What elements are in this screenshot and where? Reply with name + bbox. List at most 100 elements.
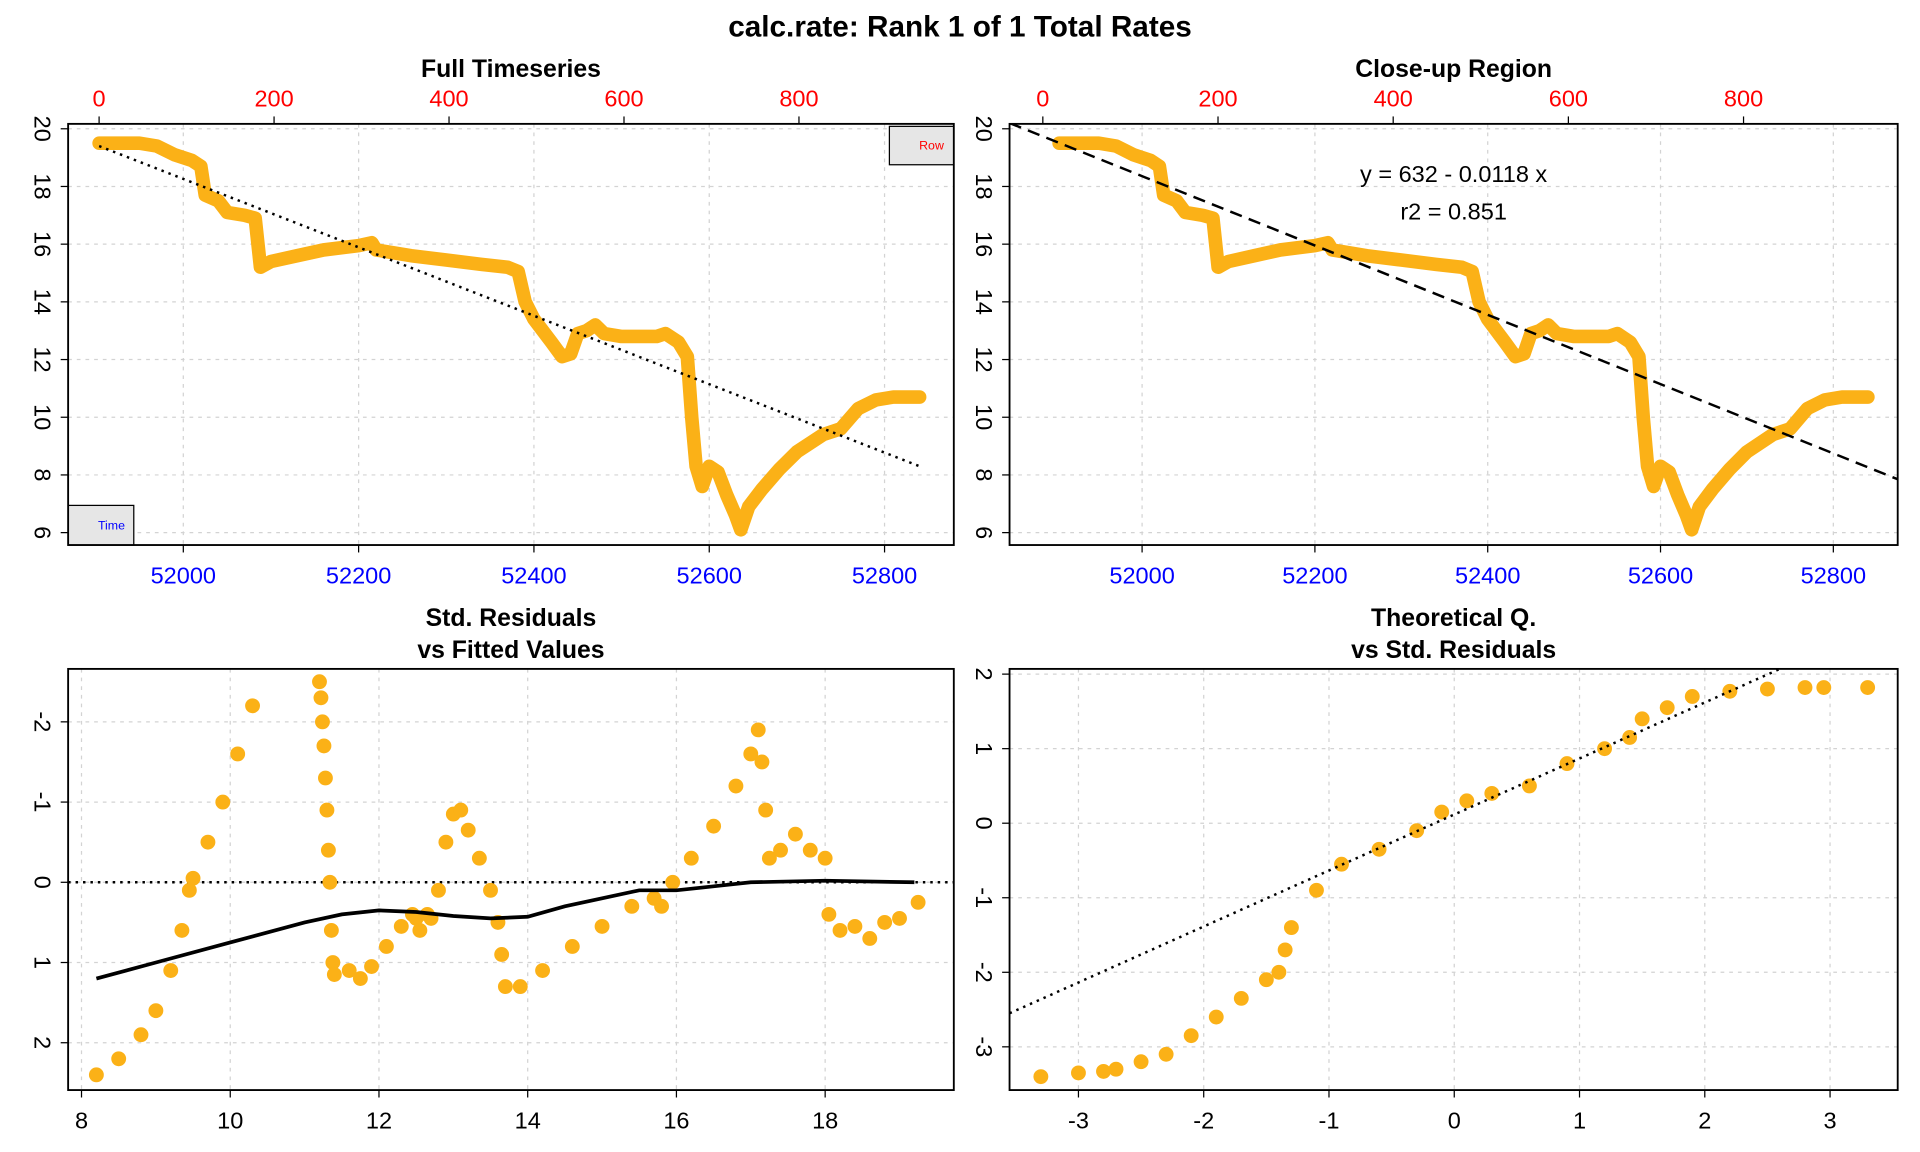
point [847,918,863,934]
x-tick-label: 1 [1573,1107,1586,1133]
point [802,842,818,858]
annotation: r2 = 0.851 [1400,198,1507,224]
x-tick-label: 52000 [1109,562,1174,588]
panel-title: Std. Residuals [426,605,597,632]
x2-tick-label: 800 [1724,86,1763,112]
point [1309,882,1324,898]
y-tick-label: 18 [971,173,997,199]
point [320,842,336,858]
panel-title: vs Fitted Values [417,637,604,664]
x-tick-label: 52200 [326,562,391,588]
y-tick-label: -2 [971,962,997,983]
x-tick-label: 52200 [1282,562,1347,588]
x2-tick-label: 600 [1549,86,1588,112]
point [315,714,330,730]
point [460,822,476,838]
point [761,850,777,866]
y-tick-label: 16 [971,231,997,257]
axis-tag: Time [98,519,125,533]
point [393,918,409,934]
y-tick-label: 10 [30,404,56,430]
x-tick-label: -3 [1068,1107,1089,1133]
point [163,963,179,978]
point [317,770,333,786]
annotation: y = 632 - 0.0118 x [1360,161,1547,187]
point [453,802,469,818]
plot-area [1009,123,1898,546]
y-tick-label: 6 [971,526,997,539]
x-tick-label: 18 [812,1107,838,1133]
x-tick-label: 52400 [1455,562,1520,588]
x-tick-label: 3 [1824,1107,1837,1133]
plot-frame [1008,122,1899,546]
point [245,698,260,714]
x2-tick-label: 600 [604,86,643,112]
point [412,922,428,938]
point [111,1051,127,1067]
x-tick-label: 52400 [501,562,566,588]
point [1459,793,1475,809]
point [148,1003,164,1019]
y-tick-label: 18 [30,173,56,199]
panel-title: Close-up Region [1355,56,1552,83]
point [494,947,510,962]
point [322,874,338,890]
point [1634,711,1650,727]
point [1371,841,1387,857]
point [1033,1069,1049,1085]
point [654,898,669,914]
x2-tick-label: 200 [254,86,293,112]
point [200,834,216,850]
point [877,914,893,930]
point [817,850,833,866]
x2-tick-label: 800 [779,86,818,112]
point [773,842,788,858]
point [408,910,424,926]
y-tick-label: 0 [971,817,997,830]
point [1684,689,1700,704]
point [323,922,339,938]
smooth-line [95,878,915,981]
x-tick-label: 52600 [1628,562,1693,588]
y-tick-label: 20 [30,116,56,142]
point [728,778,744,794]
point [174,922,190,938]
point [341,963,357,978]
y-tick-label: 12 [971,346,997,372]
point [1277,942,1293,958]
y-tick-label: 1 [30,956,56,969]
point [1816,680,1832,695]
y-tick-label: -1 [30,792,56,813]
point [1283,920,1299,935]
point [471,850,487,866]
point [758,802,774,818]
point [378,939,394,954]
point [832,922,848,938]
x2-tick-label: 0 [1036,86,1049,112]
point [535,963,551,978]
x-tick-label: -2 [1193,1107,1214,1133]
point [821,906,837,922]
point [754,754,770,770]
x-tick-label: 0 [1448,1107,1461,1133]
point [316,738,332,754]
x-tick-label: 16 [663,1107,689,1133]
point [862,931,878,946]
panel-title: Full Timeseries [421,56,601,83]
plot-frame [67,122,955,546]
point [1434,804,1450,820]
x2-tick-label: 0 [93,86,106,112]
fit-line [1009,123,1898,481]
plot-area [68,123,954,546]
point [438,834,454,850]
point [313,690,329,706]
plot-area [1009,668,1898,1091]
point [1208,1009,1224,1025]
point [1484,785,1500,801]
point [743,746,759,762]
point [1271,964,1287,980]
point [364,959,379,974]
point [215,794,231,810]
x2-tick-label: 200 [1198,86,1237,112]
plot-area [68,668,954,1091]
